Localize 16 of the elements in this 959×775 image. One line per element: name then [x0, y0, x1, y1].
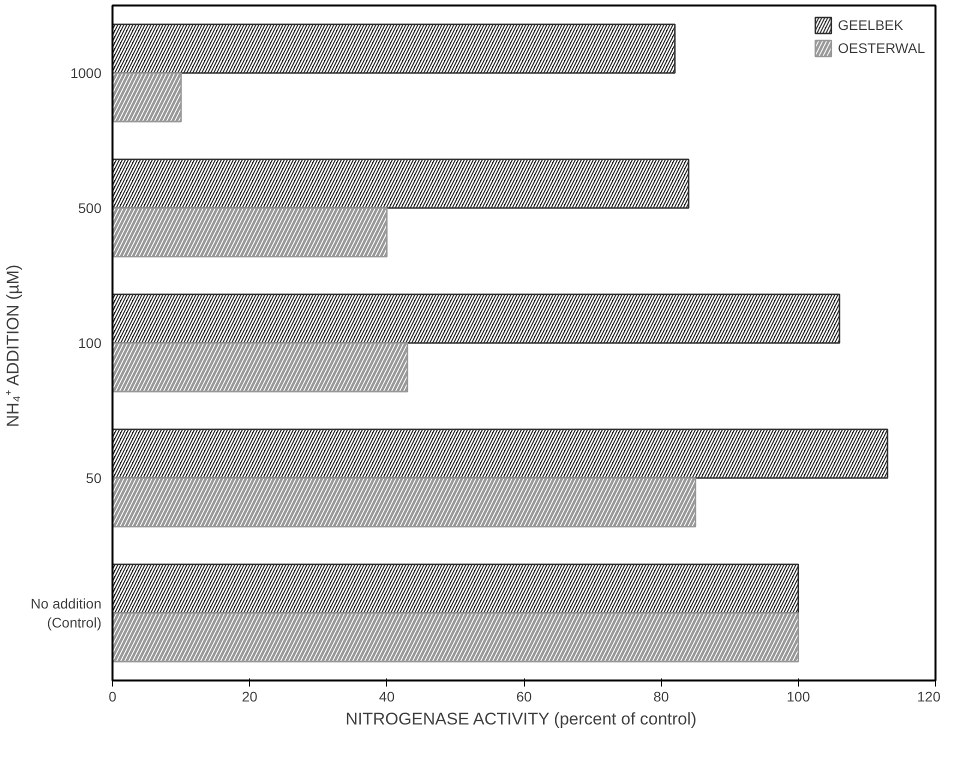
legend-label: OESTERWAL: [838, 40, 925, 56]
y-tick-label: 1000: [70, 65, 102, 81]
x-tick-label: 60: [516, 688, 532, 704]
legend-label: GEELBEK: [838, 17, 904, 33]
x-tick-label: 120: [917, 688, 941, 704]
y-tick-label: 500: [78, 200, 102, 216]
x-tick-label: 0: [108, 688, 117, 704]
x-tick-label: 20: [242, 688, 258, 704]
x-tick-label: 80: [653, 688, 670, 704]
x-tick-label: 100: [786, 688, 810, 704]
y-axis-title: NH₄⁺ ADDITION (µM): [4, 264, 23, 428]
y-tick-label: 100: [78, 335, 102, 351]
y-tick-label: 50: [86, 470, 102, 486]
y-tick-label: No addition (Control): [30, 595, 102, 631]
x-tick-label: 40: [379, 688, 395, 704]
x-axis-title: NITROGENASE ACTIVITY (percent of control): [345, 710, 697, 728]
